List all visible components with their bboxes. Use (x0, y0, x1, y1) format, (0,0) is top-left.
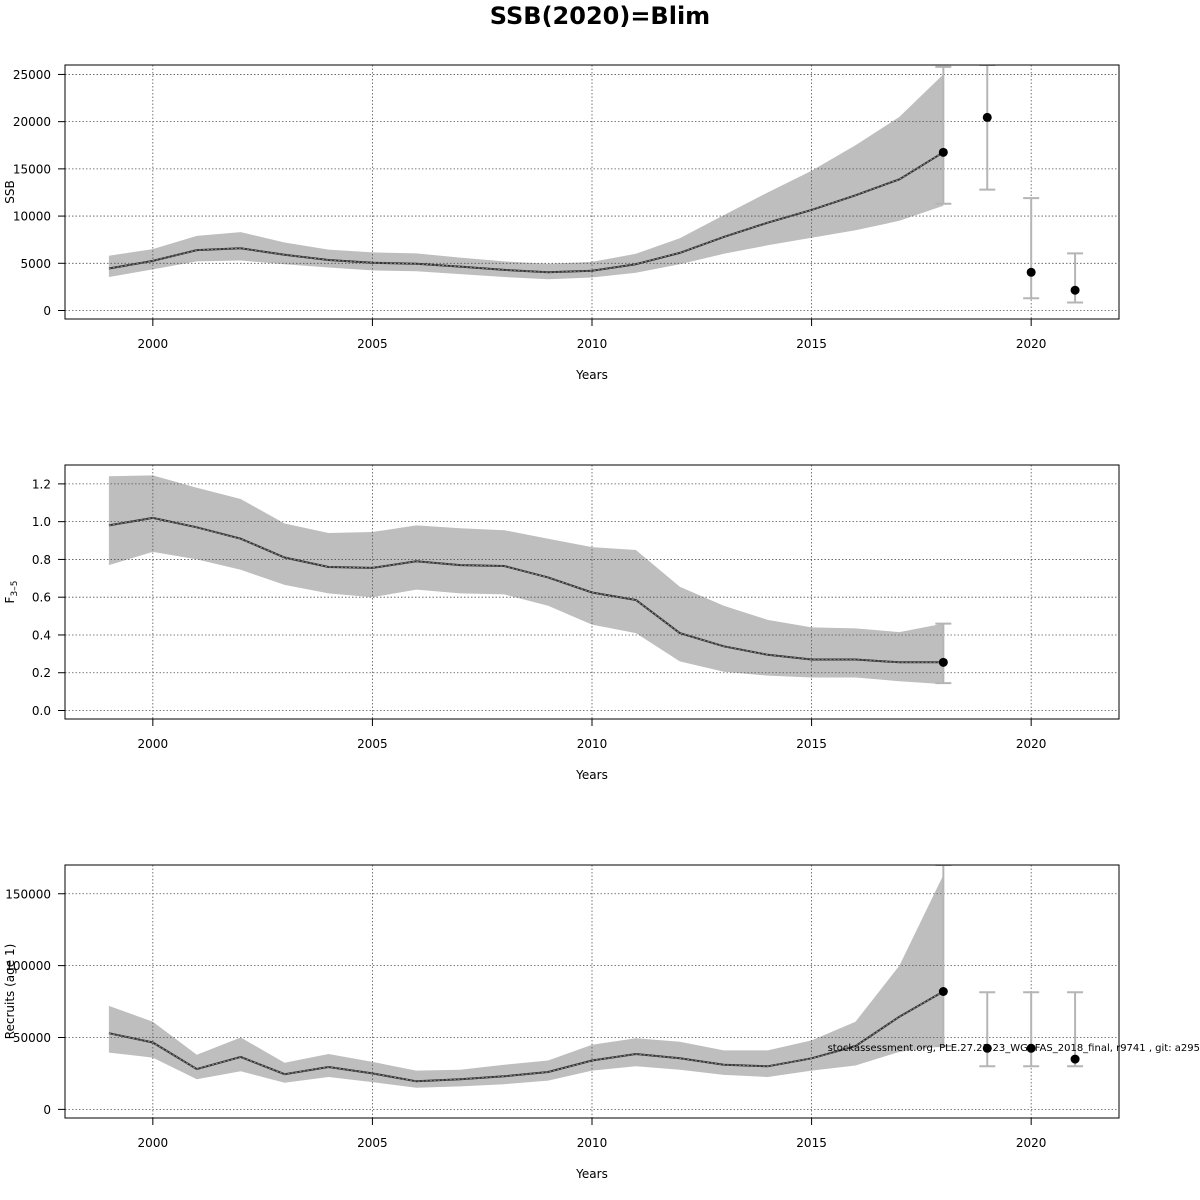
figure-title: SSB(2020)=Blim (490, 2, 710, 30)
y-tick-label: 10000 (13, 210, 51, 224)
x-axis-label: Years (575, 768, 608, 782)
x-tick-label: 2010 (577, 1136, 608, 1150)
y-tick-label: 1.2 (32, 477, 51, 491)
confidence-band (108, 475, 944, 685)
projection-point (938, 987, 948, 996)
x-tick-label: 2015 (796, 737, 827, 751)
x-tick-label: 2020 (1016, 1136, 1047, 1150)
x-axis-label: Years (575, 368, 608, 382)
y-tick-label: 15000 (13, 162, 51, 176)
x-tick-label: 2000 (138, 737, 169, 751)
x-tick-label: 2005 (357, 737, 388, 751)
x-axis-label: Years (575, 1167, 608, 1181)
y-tick-label: 0 (43, 1103, 51, 1117)
y-tick-label: 0.8 (32, 553, 51, 567)
y-tick-label: 0.6 (32, 591, 51, 605)
projection-point (982, 1043, 992, 1053)
y-tick-label: 0.4 (32, 628, 51, 642)
x-tick-label: 2015 (796, 337, 827, 351)
y-tick-label: 5000 (20, 257, 51, 271)
x-tick-label: 2020 (1016, 337, 1047, 351)
x-tick-label: 2020 (1016, 737, 1047, 751)
projection-point (1026, 1043, 1036, 1053)
projection-point (1026, 267, 1036, 277)
y-tick-label: 1.0 (32, 515, 51, 529)
plot-area (65, 865, 1119, 1118)
y-tick-label: 25000 (13, 68, 51, 82)
y-axis-label-subscript: 3–5 (10, 581, 20, 597)
x-tick-label: 2000 (138, 337, 169, 351)
y-tick-label: 0.0 (32, 704, 51, 718)
confidence-band (108, 74, 944, 280)
plot-area (65, 465, 1119, 719)
x-tick-label: 2010 (577, 737, 608, 751)
ssb-panel: 2000 2005 2010 2015 2020 0 5000 10000 15000 20000… (3, 64, 1120, 382)
projection-point (938, 147, 948, 157)
estimate-line (108, 516, 944, 664)
credit-text: stockassessment.org, PLE.27.21-23_WGBFAS… (828, 1043, 1200, 1054)
y-tick-label: 20000 (13, 115, 51, 129)
y-axis-label: F3–5 (3, 581, 20, 604)
y-axis-label: Recruits (age 1) (3, 944, 17, 1040)
plot-area (65, 65, 1119, 319)
x-tick-label: 2015 (796, 1136, 827, 1150)
x-tick-label: 2000 (138, 1136, 169, 1150)
y-axis-label-main: F (3, 596, 17, 603)
fishing-mortality-panel: 2000 2005 2010 2015 2020 0.0 0.2 0.4 0.6 0.8 1.0 1.… (3, 464, 1120, 782)
x-tick-label: 2005 (357, 337, 388, 351)
projection-point (1070, 1054, 1080, 1064)
y-tick-label: 50000 (13, 1031, 51, 1045)
projection-point (982, 112, 992, 122)
estimate-line-dots (108, 151, 944, 273)
projection-point (1070, 285, 1080, 295)
estimate-line-dots (108, 991, 944, 1082)
x-tick-label: 2005 (357, 1136, 388, 1150)
x-tick-label: 2010 (577, 337, 608, 351)
y-tick-label: 0.2 (32, 666, 51, 680)
y-tick-label: 100000 (5, 959, 51, 973)
projection-point (938, 657, 948, 667)
y-tick-label: 150000 (5, 887, 51, 901)
y-axis-label: SSB (3, 180, 17, 203)
recruits-panel: 2000 2005 2010 2015 2020 0 50000 100000 150000 Ye… (3, 864, 1120, 1181)
y-tick-label: 0 (43, 304, 51, 318)
